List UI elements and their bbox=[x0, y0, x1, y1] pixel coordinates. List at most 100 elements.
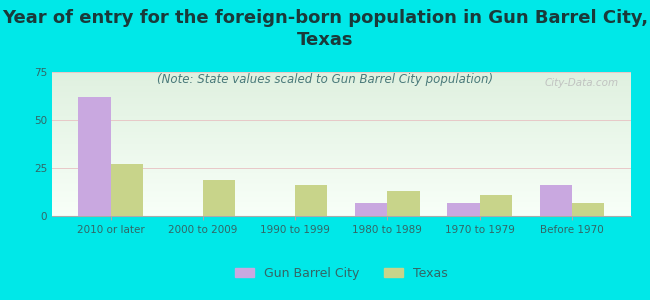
Bar bbox=[52, 199, 630, 200]
Bar bbox=[52, 99, 630, 100]
Bar bbox=[52, 154, 630, 155]
Bar bbox=[52, 176, 630, 177]
Bar bbox=[52, 139, 630, 140]
Bar bbox=[52, 165, 630, 166]
Bar bbox=[52, 196, 630, 197]
Bar bbox=[52, 130, 630, 131]
Bar bbox=[572, 202, 604, 216]
Bar bbox=[52, 80, 630, 81]
Bar bbox=[52, 146, 630, 147]
Bar bbox=[52, 112, 630, 113]
Bar bbox=[52, 197, 630, 198]
Bar bbox=[52, 119, 630, 120]
Bar bbox=[52, 121, 630, 122]
Bar bbox=[52, 206, 630, 207]
Bar bbox=[52, 118, 630, 119]
Bar bbox=[52, 201, 630, 202]
Bar bbox=[52, 132, 630, 133]
Bar bbox=[52, 116, 630, 117]
Bar bbox=[52, 202, 630, 203]
Bar bbox=[52, 92, 630, 93]
Bar bbox=[52, 182, 630, 183]
Text: City-Data.com: City-Data.com bbox=[545, 78, 619, 88]
Bar bbox=[52, 115, 630, 116]
Bar bbox=[52, 104, 630, 105]
Bar bbox=[52, 180, 630, 181]
Bar bbox=[52, 178, 630, 179]
Bar bbox=[52, 157, 630, 158]
Bar bbox=[52, 211, 630, 212]
Bar bbox=[52, 166, 630, 167]
Bar bbox=[52, 160, 630, 161]
Bar bbox=[52, 162, 630, 163]
Bar bbox=[52, 175, 630, 176]
Bar bbox=[52, 161, 630, 162]
Bar bbox=[52, 124, 630, 125]
Bar bbox=[52, 186, 630, 187]
Bar bbox=[52, 72, 630, 73]
Bar bbox=[52, 91, 630, 92]
Bar bbox=[52, 215, 630, 216]
Bar bbox=[52, 85, 630, 86]
Bar bbox=[540, 185, 572, 216]
Bar bbox=[387, 191, 420, 216]
Bar bbox=[52, 181, 630, 182]
Bar bbox=[203, 179, 235, 216]
Bar bbox=[52, 164, 630, 165]
Bar bbox=[52, 122, 630, 123]
Bar bbox=[52, 142, 630, 143]
Bar bbox=[52, 213, 630, 214]
Bar bbox=[52, 210, 630, 211]
Bar bbox=[52, 156, 630, 157]
Bar bbox=[52, 79, 630, 80]
Bar bbox=[480, 195, 512, 216]
Bar bbox=[52, 106, 630, 107]
Bar bbox=[52, 74, 630, 75]
Bar bbox=[52, 125, 630, 126]
Bar bbox=[52, 108, 630, 109]
Bar bbox=[52, 207, 630, 208]
Bar bbox=[52, 93, 630, 94]
Bar bbox=[52, 100, 630, 101]
Bar bbox=[52, 152, 630, 153]
Bar bbox=[52, 198, 630, 199]
Bar bbox=[52, 177, 630, 178]
Bar bbox=[52, 204, 630, 205]
Bar bbox=[52, 191, 630, 192]
Bar bbox=[52, 209, 630, 210]
Bar bbox=[52, 137, 630, 138]
Bar bbox=[52, 105, 630, 106]
Bar bbox=[52, 200, 630, 201]
Bar bbox=[52, 94, 630, 95]
Bar bbox=[111, 164, 143, 216]
Bar bbox=[52, 212, 630, 213]
Bar bbox=[52, 185, 630, 186]
Bar bbox=[52, 193, 630, 194]
Bar bbox=[52, 174, 630, 175]
Bar bbox=[52, 96, 630, 97]
Bar bbox=[52, 149, 630, 150]
Bar bbox=[52, 194, 630, 195]
Bar bbox=[52, 203, 630, 204]
Bar bbox=[52, 169, 630, 170]
Bar bbox=[52, 89, 630, 90]
Bar bbox=[52, 117, 630, 118]
Bar bbox=[52, 95, 630, 96]
Bar bbox=[52, 184, 630, 185]
Bar bbox=[52, 187, 630, 188]
Bar bbox=[52, 77, 630, 78]
Bar bbox=[52, 136, 630, 137]
Legend: Gun Barrel City, Texas: Gun Barrel City, Texas bbox=[230, 262, 452, 285]
Bar bbox=[52, 123, 630, 124]
Bar bbox=[52, 84, 630, 85]
Bar bbox=[295, 185, 328, 216]
Bar bbox=[52, 170, 630, 171]
Bar bbox=[52, 127, 630, 128]
Bar bbox=[52, 168, 630, 169]
Bar bbox=[52, 88, 630, 89]
Bar bbox=[52, 150, 630, 151]
Bar bbox=[52, 138, 630, 139]
Bar bbox=[52, 179, 630, 180]
Bar bbox=[52, 97, 630, 98]
Bar bbox=[52, 151, 630, 152]
